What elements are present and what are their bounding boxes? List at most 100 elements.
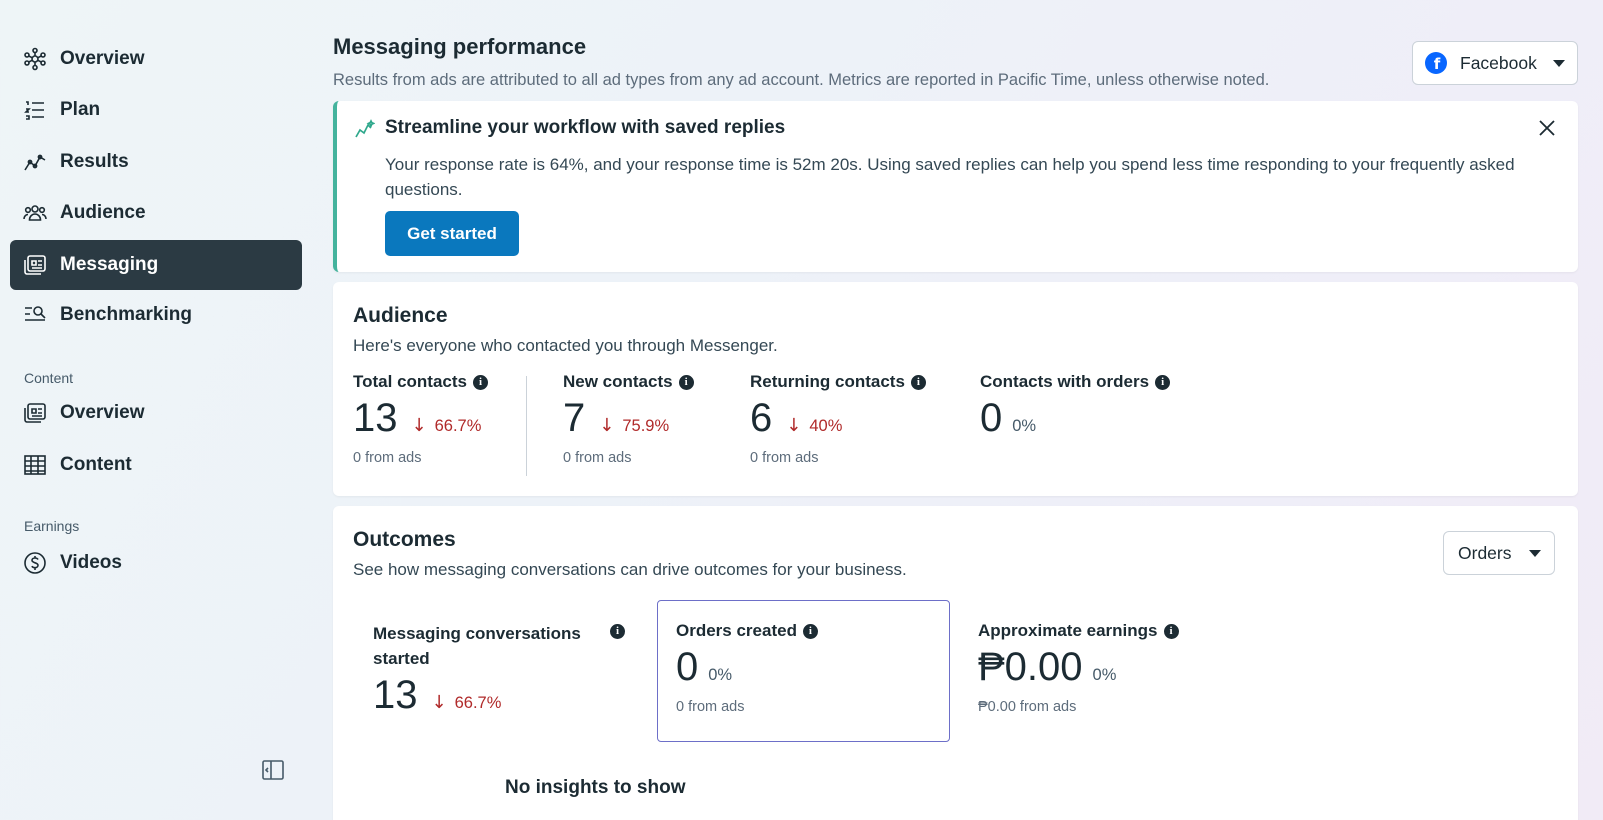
- metric-label: Total contacts: [353, 372, 467, 391]
- metric-value: 6: [750, 396, 773, 440]
- metric-value: 13: [353, 396, 398, 440]
- dollar-icon: [22, 550, 48, 576]
- metric-value: 0: [980, 396, 1003, 440]
- outcomes-subtitle: See how messaging conversations can driv…: [353, 560, 907, 579]
- sidebar-item-plan[interactable]: Plan: [10, 85, 302, 135]
- trend-sparkle-icon: [355, 119, 376, 139]
- sidebar-item-label: Benchmarking: [60, 304, 192, 325]
- benchmarking-icon: [22, 302, 48, 328]
- plan-list-icon: [22, 97, 48, 123]
- metric-value: 7: [563, 396, 586, 440]
- metric-orders-created[interactable]: Orders created i 0 0% 0 from ads: [676, 621, 818, 715]
- platform-dropdown[interactable]: f Facebook: [1412, 41, 1578, 85]
- audience-title: Audience: [353, 304, 448, 327]
- metric-from-ads: 0 from ads: [750, 450, 819, 466]
- metric-from-ads: 0 from ads: [563, 450, 632, 466]
- banner-text: Your response rate is 64%, and your resp…: [385, 155, 1515, 199]
- metric-delta: 66.7%: [434, 417, 482, 435]
- sidebar-item-benchmarking[interactable]: Benchmarking: [10, 290, 302, 340]
- sidebar-item-label: Messaging: [60, 254, 159, 275]
- metric-messaging-conversations[interactable]: Messaging conversations started i 13 ↓ 66…: [373, 621, 625, 718]
- info-icon[interactable]: i: [610, 624, 625, 639]
- info-icon[interactable]: i: [472, 374, 488, 390]
- sidebar-item-label: Audience: [60, 202, 146, 223]
- sidebar-item-videos[interactable]: Videos: [10, 538, 302, 588]
- info-icon[interactable]: i: [1155, 374, 1171, 390]
- close-banner-button[interactable]: [1536, 117, 1558, 139]
- divider: [526, 376, 527, 476]
- platform-dropdown-value: Facebook: [1460, 52, 1537, 73]
- chevron-down-icon: [1529, 549, 1542, 557]
- collapse-sidebar-button[interactable]: [260, 757, 286, 783]
- empty-state-text: No insights to show: [505, 777, 686, 798]
- get-started-button[interactable]: Get started: [385, 211, 519, 256]
- sidebar-item-label: Overview: [60, 402, 145, 423]
- saved-replies-banner: Streamline your workflow with saved repl…: [333, 101, 1578, 272]
- metric-delta: 75.9%: [622, 417, 670, 435]
- arrow-down-icon: ↓: [786, 415, 802, 436]
- content-overview-icon: [22, 400, 48, 426]
- sidebar-item-label: Plan: [60, 99, 101, 120]
- metric-value: 0: [676, 645, 699, 689]
- sidebar: Overview Plan Results Audience Messaging…: [0, 0, 310, 820]
- arrow-down-icon: ↓: [431, 692, 447, 713]
- audience-icon: [22, 200, 48, 226]
- metric-label: Orders created: [676, 621, 797, 640]
- metric-from-ads: ₱0.00 from ads: [978, 699, 1077, 715]
- metric-delta: 0%: [1012, 417, 1037, 435]
- page-subtitle: Results from ads are attributed to all a…: [333, 71, 1270, 89]
- metric-label: Returning contacts: [750, 372, 905, 391]
- info-icon[interactable]: i: [910, 374, 926, 390]
- metric-label: Approximate earnings: [978, 621, 1158, 640]
- outcomes-card: Outcomes See how messaging conversations…: [333, 506, 1578, 820]
- outcomes-title: Outcomes: [353, 528, 456, 551]
- metric-value: ₱0.00: [978, 645, 1083, 689]
- sidebar-item-messaging[interactable]: Messaging: [10, 240, 302, 290]
- sidebar-item-audience[interactable]: Audience: [10, 188, 302, 238]
- sidebar-item-content-overview[interactable]: Overview: [10, 388, 302, 438]
- metric-label: Contacts with orders: [980, 372, 1150, 391]
- collapse-sidebar-icon: [262, 760, 284, 780]
- metric-returning-contacts: Returning contacts i 6 ↓ 40% 0 from ads: [750, 372, 926, 466]
- info-icon[interactable]: i: [802, 623, 818, 639]
- audience-subtitle: Here's everyone who contacted you throug…: [353, 336, 778, 355]
- selected-metric-outline[interactable]: [657, 600, 950, 742]
- arrow-down-icon: ↓: [599, 415, 615, 436]
- close-icon: [1539, 120, 1555, 136]
- chevron-down-icon: [1552, 59, 1565, 67]
- sidebar-item-results[interactable]: Results: [10, 137, 302, 187]
- info-icon[interactable]: i: [1163, 623, 1179, 639]
- banner-title: Streamline your workflow with saved repl…: [385, 117, 786, 138]
- table-icon: [22, 452, 48, 478]
- metric-label: Messaging conversations: [373, 624, 581, 643]
- metric-delta: 0%: [708, 666, 733, 684]
- metric-contacts-with-orders: Contacts with orders i 0 0%: [980, 372, 1171, 441]
- metric-from-ads: 0 from ads: [353, 450, 422, 466]
- sidebar-item-content[interactable]: Content: [10, 440, 302, 490]
- outcomes-dropdown[interactable]: Orders: [1443, 531, 1555, 575]
- metric-total-contacts: Total contacts i 13 ↓ 66.7% 0 from ads: [353, 372, 488, 466]
- sidebar-item-label: Overview: [60, 48, 145, 69]
- sidebar-item-label: Results: [60, 151, 129, 172]
- metric-approximate-earnings[interactable]: Approximate earnings i ₱0.00 0% ₱0.00 fro…: [978, 621, 1179, 715]
- metric-from-ads: 0 from ads: [676, 699, 745, 715]
- sidebar-item-label: Content: [60, 454, 132, 475]
- sidebar-item-label: Videos: [60, 552, 122, 573]
- metric-label: started: [373, 649, 430, 668]
- info-icon[interactable]: i: [678, 374, 694, 390]
- metric-new-contacts: New contacts i 7 ↓ 75.9% 0 from ads: [563, 372, 694, 466]
- metric-label: New contacts: [563, 372, 673, 391]
- metric-delta: 0%: [1092, 666, 1117, 684]
- page-title: Messaging performance: [333, 34, 587, 59]
- audience-card: Audience Here's everyone who contacted y…: [333, 282, 1578, 496]
- content-section-label: Content: [24, 370, 74, 386]
- facebook-icon: f: [1425, 52, 1447, 74]
- arrow-down-icon: ↓: [411, 415, 427, 436]
- metric-delta: 66.7%: [454, 694, 502, 712]
- results-chart-icon: [22, 149, 48, 175]
- sidebar-item-overview[interactable]: Overview: [10, 34, 302, 84]
- metric-value: 13: [373, 673, 418, 717]
- outcomes-dropdown-value: Orders: [1458, 542, 1512, 563]
- earnings-section-label: Earnings: [24, 518, 80, 534]
- metric-delta: 40%: [809, 417, 843, 435]
